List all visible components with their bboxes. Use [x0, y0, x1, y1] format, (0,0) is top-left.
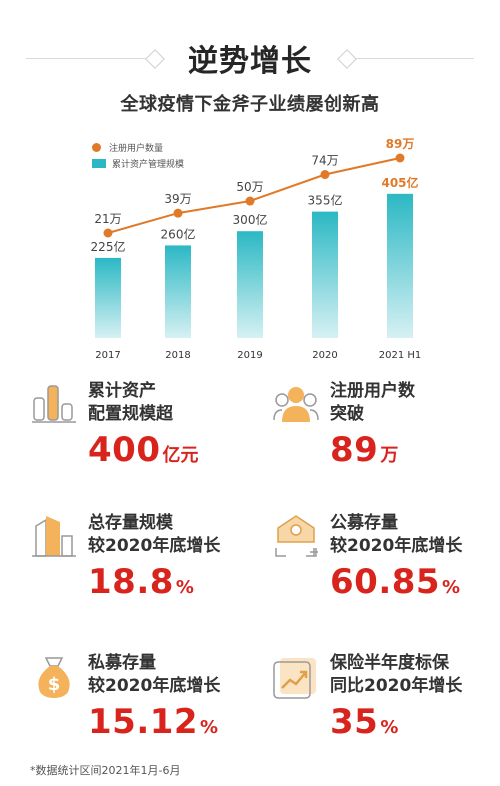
stat-registered-users: 注册用户数 突破 89 万: [272, 380, 492, 490]
point-label: 89万: [386, 137, 415, 151]
bar-label: 225亿: [91, 239, 126, 254]
x-tick-label: 2019: [237, 350, 262, 361]
bar-label: 260亿: [161, 226, 196, 241]
page-subtitle: 全球疫情下金斧子业绩屡创新高: [120, 94, 380, 115]
bar-label: 355亿: [308, 193, 343, 208]
stat-value: 400 亿元: [88, 430, 199, 470]
bar-label: 405亿: [381, 175, 418, 190]
point-label: 21万: [94, 212, 121, 226]
bar-2020: [312, 211, 338, 338]
users-point: [320, 170, 330, 180]
stat-value: 35%: [330, 702, 399, 742]
money-bag-icon: $: [38, 657, 70, 698]
stat-label: 总存量规模 较2020年底增长: [88, 513, 221, 556]
legend-label-assets: 累计资产管理规模: [112, 160, 185, 170]
stat-label: 注册用户数 突破: [330, 381, 415, 424]
stat-value: 89 万: [330, 430, 399, 470]
users-point: [395, 153, 405, 163]
bar-2019: [237, 231, 263, 338]
x-tick-label: 2017: [95, 350, 120, 361]
bar-label: 300亿: [233, 212, 268, 227]
bar-2018: [165, 245, 191, 338]
x-tick-label: 2018: [165, 350, 190, 361]
stat-public-fund: 公募存量 较2020年底增长 60.85%: [272, 512, 492, 622]
stat-label: 累计资产 配置规模超: [88, 381, 173, 424]
users-point: [103, 228, 113, 238]
stat-label: 保险半年度标保 同比2020年增长: [330, 653, 463, 696]
house-icon: [275, 515, 318, 557]
bar-2017: [95, 257, 121, 338]
buildings-icon: [32, 516, 76, 557]
x-tick-label: 2020: [312, 350, 337, 361]
page-title: 逆势增长: [188, 44, 312, 79]
legend-label-users: 注册用户数量: [109, 144, 164, 154]
users-icon: [273, 387, 319, 422]
footnote: *数据统计区间2021年1月-6月: [30, 764, 181, 777]
users-point: [173, 208, 183, 218]
legend-swatch-icon: [92, 159, 106, 168]
stat-label: 私募存量 较2020年底增长: [88, 653, 221, 696]
chart: 225亿 260亿 300亿 355亿 405亿 21万 39万 50万 74万 89万 201…: [91, 137, 422, 361]
stat-value: 15.12%: [88, 702, 219, 742]
trend-icon: [273, 658, 316, 699]
point-label: 50万: [236, 180, 263, 194]
svg-text:$: $: [48, 674, 61, 695]
point-label: 74万: [311, 154, 338, 168]
stat-insurance: 保险半年度标保 同比2020年增长 35%: [272, 652, 492, 762]
stat-value: 60.85%: [330, 562, 461, 602]
stat-total-assets: 累计资产 配置规模超 400 亿元: [30, 380, 250, 490]
x-tick-label: 2021 H1: [379, 350, 422, 361]
header-divider-right: [348, 58, 474, 59]
legend-dot-icon: [92, 143, 101, 152]
point-label: 39万: [164, 192, 191, 206]
stat-private-fund: $ 私募存量 较2020年底增长 15.12%: [30, 652, 250, 762]
bar-2021 H1: [387, 193, 413, 338]
bar-chart-icon: [32, 385, 76, 423]
stat-value: 18.8%: [88, 562, 194, 602]
stat-total-stock: 总存量规模 较2020年底增长 18.8%: [30, 512, 250, 622]
legend-item-assets: 累计资产管理规模: [92, 157, 184, 170]
stat-label: 公募存量 较2020年底增长: [330, 513, 463, 556]
users-point: [245, 196, 255, 206]
legend-item-users: 注册用户数量: [92, 141, 163, 154]
header-divider-left: [26, 58, 152, 59]
